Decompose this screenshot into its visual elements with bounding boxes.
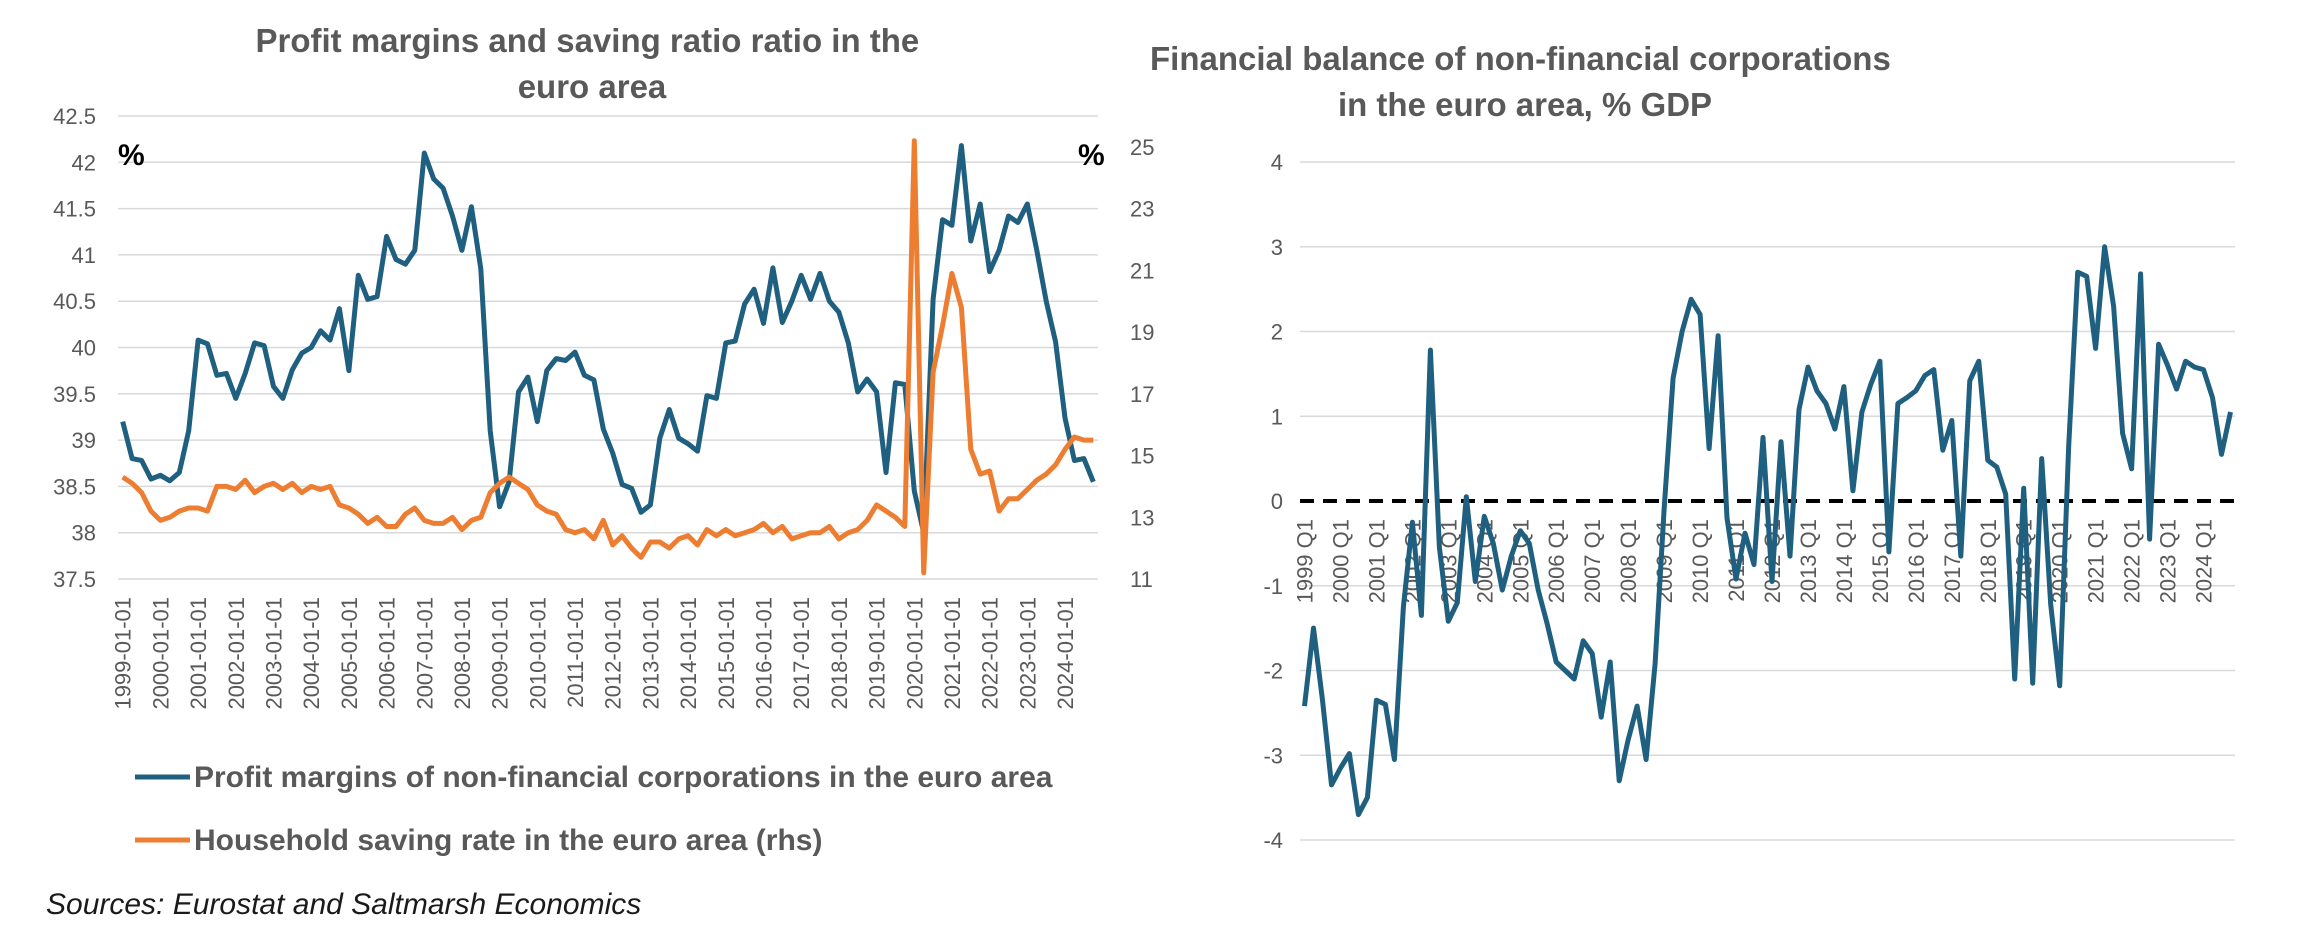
x-tick-label: 2001-01-01 (186, 597, 211, 710)
legend-label-saving: Household saving rate in the euro area (… (194, 824, 822, 857)
y-tick-label: 41.5 (53, 197, 96, 222)
y2-tick-label: 21 (1130, 258, 1154, 283)
x-tick-label: 2018-01-01 (827, 597, 852, 710)
left-chart-title: Profit margins and saving ratio ratio in… (256, 22, 929, 105)
x-tick-label: 2016 Q1 (1904, 519, 1929, 603)
y-tick-label: 42 (72, 150, 96, 175)
y2-tick-label: 15 (1130, 444, 1154, 469)
x-tick-label: 2007-01-01 (412, 597, 437, 710)
legend-label-profit: Profit margins of non-financial corporat… (194, 761, 1053, 794)
left-x-axis-ticks: 1999-01-01 2000-01-01 2001-01-01 2002-01-01… (111, 597, 1078, 710)
x-tick-label: 2021-01-01 (940, 597, 965, 710)
x-tick-label: 2007 Q1 (1580, 519, 1605, 603)
y2-tick-label: 25 (1130, 135, 1154, 160)
x-tick-label: 2020-01-01 (902, 597, 927, 710)
y-tick-label: 42.5 (53, 104, 96, 129)
y-tick-label: 38.5 (53, 474, 96, 499)
x-tick-label: 2001 Q1 (1364, 519, 1389, 603)
x-tick-label: 2021 Q1 (2084, 519, 2109, 603)
x-tick-label: 2024 Q1 (2192, 519, 2217, 603)
x-tick-label: 2014-01-01 (676, 597, 701, 710)
y-tick-label: 38 (72, 521, 96, 546)
financial-balance-chart: Financial balance of non-financial corpo… (1150, 40, 2235, 853)
x-tick-label: 2012-01-01 (601, 597, 626, 710)
financial-balance-line (1302, 244, 2233, 818)
y2-tick-label: 23 (1130, 197, 1154, 222)
x-tick-label: 2017-01-01 (789, 597, 814, 710)
x-tick-label: 2000-01-01 (148, 597, 173, 710)
right-chart-title: Financial balance of non-financial corpo… (1150, 40, 1900, 123)
x-tick-label: 2013 Q1 (1796, 519, 1821, 603)
x-tick-label: 2008 Q1 (1616, 519, 1641, 603)
x-tick-label: 2023 Q1 (2156, 519, 2181, 603)
x-tick-label: 2022 Q1 (2120, 519, 2145, 603)
x-tick-label: 2023-01-01 (1015, 597, 1040, 710)
y-tick-label: 3 (1271, 235, 1283, 260)
right-y-axis-ticks: 4 3 2 1 0 -1 -2 -3 -4 (1263, 150, 1283, 853)
x-tick-label: 2011-01-01 (563, 597, 588, 708)
left-axis-unit: % (118, 139, 145, 172)
y-tick-label: 0 (1271, 489, 1283, 514)
y-tick-label: 4 (1271, 150, 1283, 175)
left-y2-axis-ticks: 25 23 21 19 17 15 13 11 (1130, 135, 1154, 592)
source-note: Sources: Eurostat and Saltmarsh Economic… (46, 888, 642, 921)
profit-saving-chart: Profit margins and saving ratio ratio in… (53, 22, 1154, 857)
x-tick-label: 2003-01-01 (261, 597, 286, 710)
saving-rate-line (121, 138, 1094, 576)
x-tick-label: 2010 Q1 (1688, 519, 1713, 603)
x-tick-label: 1999-01-01 (111, 597, 136, 710)
y-tick-label: 2 (1271, 320, 1283, 345)
x-tick-label: 2022-01-01 (978, 597, 1003, 710)
y-tick-label: -2 (1263, 659, 1283, 684)
y-tick-label: 1 (1271, 404, 1283, 429)
x-tick-label: 2014 Q1 (1832, 519, 1857, 603)
x-tick-label: 2004-01-01 (299, 597, 324, 710)
right-axis-unit: % (1078, 139, 1105, 172)
x-tick-label: 2008-01-01 (450, 597, 475, 710)
left-series-lines (120, 138, 1096, 576)
left-y-axis-ticks: 42.5 42 41.5 41 40.5 40 39.5 39 38.5 38 37.5 (53, 104, 96, 592)
x-tick-label: 1999 Q1 (1292, 519, 1317, 603)
y-tick-label: -3 (1263, 743, 1283, 768)
y-tick-label: 37.5 (53, 567, 96, 592)
x-tick-label: 2016-01-01 (751, 597, 776, 710)
y2-tick-label: 17 (1130, 382, 1154, 407)
y-tick-label: -1 (1263, 574, 1283, 599)
x-tick-label: 2010-01-01 (525, 597, 550, 710)
x-tick-label: 2009-01-01 (488, 597, 513, 710)
y2-tick-label: 19 (1130, 320, 1154, 345)
y2-tick-label: 13 (1130, 505, 1154, 530)
y-tick-label: 39.5 (53, 382, 96, 407)
y-tick-label: 40.5 (53, 289, 96, 314)
x-tick-label: 2018 Q1 (1976, 519, 2001, 603)
right-series-lines (1302, 244, 2233, 818)
x-tick-label: 2005-01-01 (337, 597, 362, 710)
x-tick-label: 2015-01-01 (714, 597, 739, 710)
x-tick-label: 2000 Q1 (1328, 519, 1353, 603)
x-tick-label: 2006-01-01 (375, 597, 400, 710)
left-legend: Profit margins of non-financial corporat… (135, 761, 1053, 857)
y-tick-label: -4 (1263, 828, 1283, 853)
profit-margins-line (120, 143, 1096, 536)
y-tick-label: 39 (72, 428, 96, 453)
x-tick-label: 2006 Q1 (1544, 519, 1569, 603)
x-tick-label: 2024-01-01 (1053, 597, 1078, 710)
x-tick-label: 2019-01-01 (865, 597, 890, 710)
y2-tick-label: 11 (1130, 567, 1153, 592)
x-tick-label: 2002-01-01 (224, 597, 249, 710)
x-tick-label: 2013-01-01 (638, 597, 663, 710)
right-gridlines (1300, 161, 2235, 841)
y-tick-label: 40 (72, 336, 96, 361)
y-tick-label: 41 (72, 243, 96, 268)
